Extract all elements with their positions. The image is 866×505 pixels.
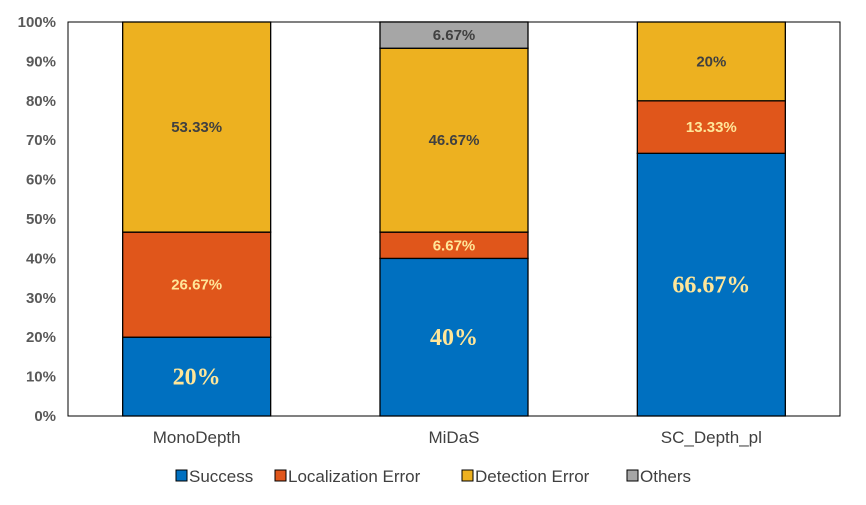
bar-segment bbox=[379, 257, 529, 417]
legend-swatch bbox=[175, 469, 188, 482]
bar-segment bbox=[122, 336, 272, 417]
data-label: 26.67% bbox=[171, 277, 222, 294]
data-label: 66.67% bbox=[672, 273, 750, 299]
y-tick-label: 0% bbox=[34, 408, 56, 425]
legend-label: Others bbox=[640, 467, 691, 486]
y-tick-label: 40% bbox=[26, 250, 56, 267]
y-axis: 0% 10% 20% 30% 40% 50% 60% 70% 80% 90% 100% bbox=[18, 14, 56, 425]
bar-segment bbox=[379, 231, 529, 260]
data-label: 6.67% bbox=[433, 27, 476, 44]
x-category-label: MonoDepth bbox=[153, 428, 241, 447]
legend-label: Localization Error bbox=[288, 467, 421, 486]
bar-segment bbox=[636, 152, 786, 417]
y-tick-label: 30% bbox=[26, 290, 56, 307]
y-tick-label: 60% bbox=[26, 172, 56, 189]
y-tick-label: 90% bbox=[26, 53, 56, 70]
bar-segment bbox=[636, 100, 786, 154]
y-tick-label: 50% bbox=[26, 211, 56, 228]
legend-label: Success bbox=[189, 467, 253, 486]
bars: 20% 26.67% 53.33% 40% 6.67% 46.67% 6.67% 66.67%… bbox=[122, 21, 786, 417]
y-tick-label: 80% bbox=[26, 93, 56, 110]
x-category-label: SC_Depth_pl bbox=[661, 428, 762, 447]
data-label: 53.33% bbox=[171, 119, 222, 136]
bar-segment bbox=[379, 47, 529, 233]
x-axis: MonoDepth MiDaS SC_Depth_pl bbox=[153, 428, 762, 447]
data-label: 20% bbox=[696, 53, 726, 70]
x-category-label: MiDaS bbox=[428, 428, 479, 447]
data-label: 20% bbox=[173, 365, 221, 391]
y-tick-label: 100% bbox=[18, 14, 56, 31]
legend-label: Detection Error bbox=[475, 467, 590, 486]
bar-segment bbox=[379, 21, 529, 49]
y-tick-label: 10% bbox=[26, 369, 56, 386]
bar-segment bbox=[636, 21, 786, 102]
data-label: 13.33% bbox=[686, 119, 737, 136]
data-label: 46.67% bbox=[429, 132, 480, 149]
legend: Success Localization Error Detection Error… bbox=[175, 467, 691, 486]
data-label: 40% bbox=[430, 325, 478, 351]
bar-segment bbox=[122, 21, 272, 233]
legend-swatch bbox=[461, 469, 474, 482]
legend-swatch bbox=[626, 469, 639, 482]
y-tick-label: 70% bbox=[26, 132, 56, 149]
y-tick-label: 20% bbox=[26, 329, 56, 346]
data-label: 6.67% bbox=[433, 237, 476, 254]
legend-swatch bbox=[274, 469, 287, 482]
